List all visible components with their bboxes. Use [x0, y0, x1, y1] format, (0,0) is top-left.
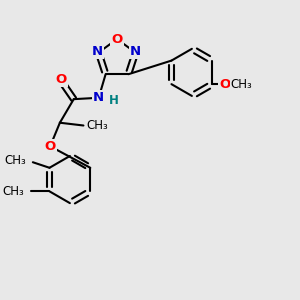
Text: N: N: [130, 45, 141, 58]
Text: CH₃: CH₃: [3, 185, 25, 198]
Text: H: H: [108, 94, 118, 107]
Text: CH₃: CH₃: [230, 78, 252, 91]
Text: CH₃: CH₃: [4, 154, 26, 167]
Text: O: O: [111, 33, 123, 46]
Text: O: O: [44, 140, 56, 153]
Text: CH₃: CH₃: [86, 119, 108, 132]
Text: O: O: [219, 78, 230, 91]
Text: N: N: [93, 91, 104, 104]
Text: O: O: [56, 73, 67, 86]
Text: N: N: [92, 45, 103, 58]
